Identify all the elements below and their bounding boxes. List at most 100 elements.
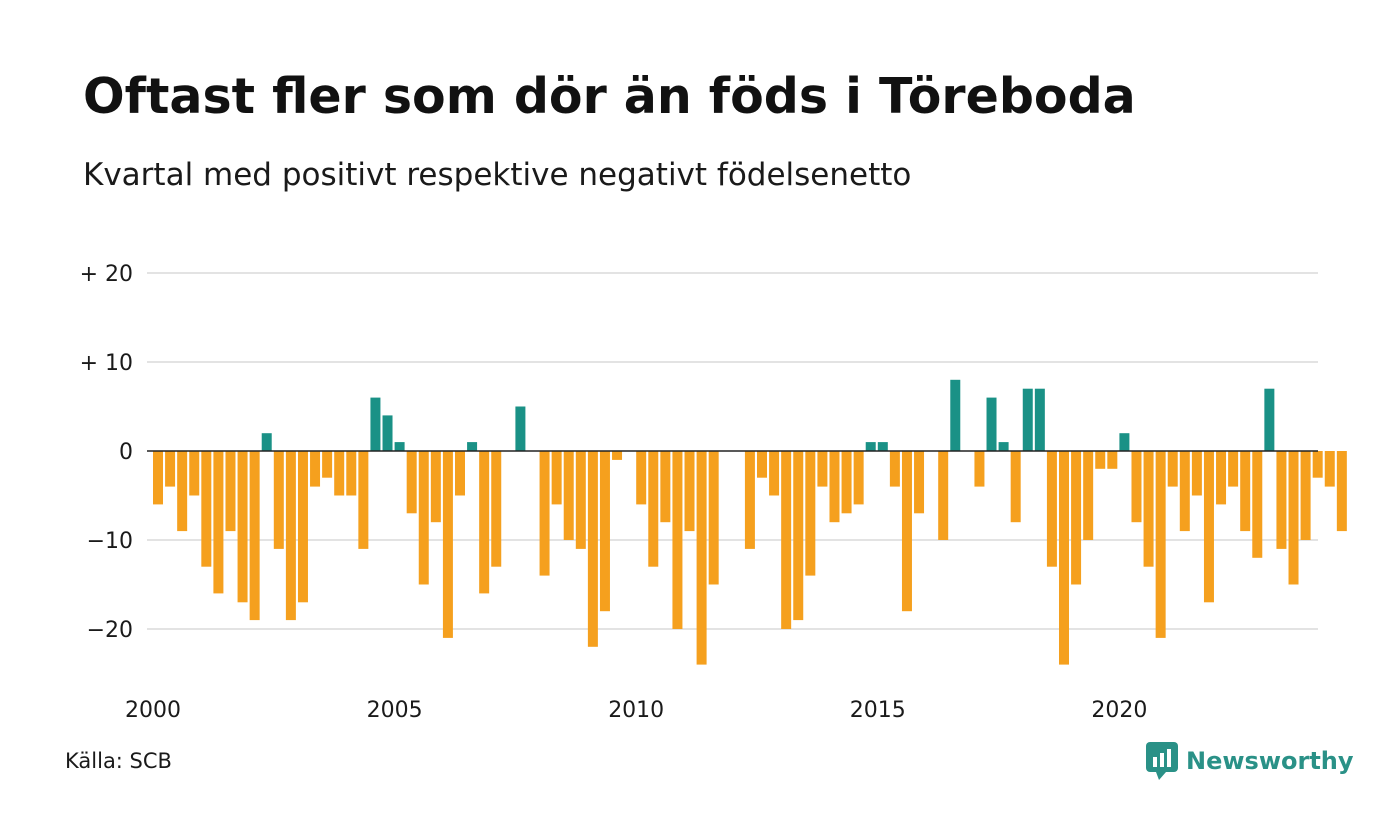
bar-negative — [539, 451, 550, 576]
bar-negative — [1336, 451, 1347, 532]
bar-negative — [1059, 451, 1069, 665]
x-tick-label: 2010 — [608, 698, 664, 723]
bar-negative — [1010, 451, 1021, 523]
x-axis-labels: 2000 2005 2010 2015 2020 — [125, 698, 1147, 723]
bar-positive — [986, 397, 997, 451]
bar-negative — [249, 451, 260, 621]
bar-negative — [165, 451, 176, 487]
bar-negative — [587, 451, 598, 647]
bar-negative — [322, 451, 333, 478]
bar-negative — [1179, 451, 1190, 532]
bar-negative — [938, 451, 949, 540]
brand-name: Newsworthy — [1186, 747, 1354, 775]
bar-negative — [1300, 451, 1311, 540]
bar-negative — [406, 451, 417, 514]
x-tick-label: 2015 — [850, 698, 906, 723]
bar-negative — [237, 451, 248, 603]
bar-negative — [430, 451, 441, 523]
bar-negative — [1143, 451, 1154, 567]
bar-negative — [1228, 451, 1239, 487]
y-tick-label: −20 — [87, 618, 133, 643]
bar-negative — [213, 451, 224, 594]
bar-negative — [455, 451, 465, 496]
x-tick-label: 2020 — [1091, 698, 1147, 723]
bar-negative — [189, 451, 200, 496]
bar-negative — [1131, 451, 1142, 523]
bar-negative — [418, 451, 429, 585]
bar-positive — [1119, 433, 1130, 451]
bar-positive — [370, 397, 381, 451]
y-tick-label: −10 — [87, 529, 133, 554]
bar-negative — [334, 451, 345, 496]
bar-negative — [285, 451, 296, 621]
bar-negative — [829, 451, 840, 523]
bar-positive — [1034, 388, 1045, 451]
bar-negative — [744, 451, 755, 549]
bar-negative — [889, 451, 900, 487]
bar-negative — [599, 451, 610, 612]
bar-negative — [1083, 451, 1094, 540]
bar-negative — [769, 451, 780, 496]
bar-negative — [1240, 451, 1251, 532]
bar-positive — [1022, 388, 1033, 451]
bar-negative — [1276, 451, 1287, 549]
bar-negative — [1071, 451, 1082, 585]
bar-positive — [1264, 388, 1275, 451]
brand-logo: Newsworthy — [1146, 741, 1354, 781]
bar-positive — [394, 442, 405, 451]
bar-negative — [491, 451, 502, 567]
bar-negative — [297, 451, 308, 603]
bar-negative — [757, 451, 767, 478]
newsworthy-logo-icon — [1146, 742, 1178, 780]
bar-negative — [841, 451, 852, 514]
bar-negative — [708, 451, 719, 585]
bar-negative — [660, 451, 671, 523]
bar-negative — [1288, 451, 1299, 585]
bar-negative — [648, 451, 659, 567]
bar-negative — [1324, 451, 1335, 487]
bar-negative — [575, 451, 586, 549]
bar-negative — [1046, 451, 1057, 567]
bar-negative — [817, 451, 828, 487]
y-tick-label: + 10 — [80, 351, 133, 376]
bar-positive — [998, 442, 1009, 451]
chart-title: Oftast fler som dör än föds i Töreboda — [83, 68, 1136, 125]
bar-negative — [225, 451, 236, 532]
bar-negative — [914, 451, 925, 514]
x-tick-label: 2000 — [125, 698, 181, 723]
bar-negative — [479, 451, 490, 594]
bar-negative — [636, 451, 647, 505]
bar-negative — [684, 451, 695, 532]
bar-negative — [358, 451, 369, 549]
x-tick-label: 2005 — [367, 698, 423, 723]
bar-negative — [1107, 451, 1118, 469]
bar-positive — [865, 442, 876, 451]
bar-negative — [310, 451, 321, 487]
bars — [153, 379, 1347, 665]
bar-negative — [153, 451, 163, 505]
bar-positive — [467, 442, 478, 451]
chart-subtitle: Kvartal med positivt respektive negativt… — [83, 157, 912, 193]
bar-negative — [1252, 451, 1263, 558]
bar-negative — [346, 451, 357, 496]
bar-negative — [612, 451, 623, 460]
bar-negative — [442, 451, 453, 638]
bar-negative — [781, 451, 792, 629]
bar-negative — [805, 451, 816, 576]
bar-positive — [950, 379, 961, 451]
bar-negative — [273, 451, 284, 549]
bar-positive — [261, 433, 272, 451]
bar-negative — [1216, 451, 1227, 505]
bar-negative — [1203, 451, 1214, 603]
bar-negative — [201, 451, 212, 567]
bar-negative — [853, 451, 864, 505]
bar-negative — [1191, 451, 1202, 496]
bar-negative — [974, 451, 985, 487]
bar-positive — [382, 415, 393, 451]
bar-negative — [672, 451, 683, 629]
bar-negative — [901, 451, 912, 612]
bar-negative — [1155, 451, 1166, 638]
y-axis-labels: + 20 + 10 0 −10 −20 — [80, 262, 133, 643]
bar-negative — [563, 451, 574, 540]
